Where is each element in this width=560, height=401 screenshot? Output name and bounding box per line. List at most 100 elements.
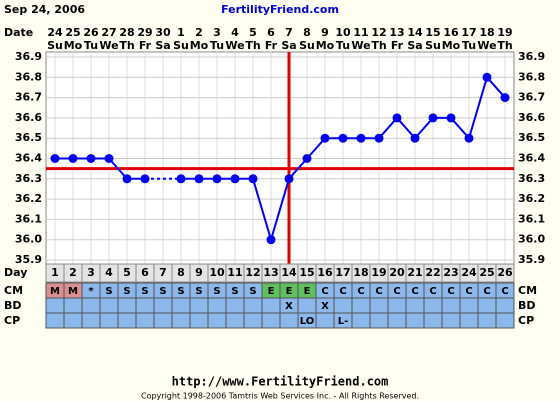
row-cell	[45, 312, 65, 329]
date-label: 1	[177, 26, 185, 39]
row-cell-text: LO	[300, 316, 315, 327]
date-label: 6	[267, 26, 275, 39]
row-cell-text: E	[268, 286, 275, 297]
temperature-point	[230, 174, 240, 184]
temperature-point	[50, 154, 60, 163]
chart-date: Sep 24, 2006	[4, 3, 85, 16]
temperature-point	[392, 113, 402, 123]
row-cell-text: C	[375, 286, 382, 297]
day-number: 21	[407, 266, 422, 279]
row-cell-text: *	[88, 286, 94, 297]
temperature-point	[86, 154, 96, 163]
row-cell	[117, 297, 137, 314]
temperature-point	[320, 133, 330, 143]
weekday-label: Tu	[462, 39, 476, 52]
weekday-label: Mo	[316, 39, 335, 52]
day-number: 4	[105, 266, 113, 279]
row-cell	[441, 297, 461, 314]
row-cell	[261, 297, 281, 314]
weekday-label: Sa	[407, 39, 422, 52]
temperature-point	[482, 72, 492, 82]
row-cell	[225, 312, 245, 329]
y-tick-label-right: 35.9	[518, 253, 545, 266]
row-cell	[261, 312, 281, 329]
row-cell-text: C	[393, 286, 400, 297]
y-tick-label: 36.4	[15, 152, 42, 165]
row-cell	[243, 297, 263, 314]
row-cell	[279, 312, 299, 329]
day-number: 25	[479, 266, 494, 279]
row-cell	[423, 312, 443, 329]
day-number: 9	[195, 266, 203, 279]
weekday-label: Su	[173, 39, 189, 52]
weekday-label: We	[351, 39, 370, 52]
date-label: 30	[155, 26, 171, 39]
temperature-point	[338, 133, 348, 143]
temperature-point	[428, 113, 438, 123]
day-row-label: Day	[4, 266, 27, 279]
temperature-point	[302, 154, 312, 163]
temperature-point	[266, 235, 276, 245]
date-label: 9	[321, 26, 329, 39]
row-cell	[369, 297, 389, 314]
row-cell	[423, 297, 443, 314]
day-number: 6	[141, 266, 149, 279]
row-cell	[45, 297, 65, 314]
row-cell-text: C	[465, 286, 472, 297]
y-tick-label-right: 36.1	[518, 212, 545, 225]
day-number: 1	[51, 266, 59, 279]
row-cell	[135, 297, 155, 314]
y-tick-label-right: 36.8	[518, 70, 545, 83]
date-label: 15	[425, 26, 440, 39]
row-label-right: CM	[518, 284, 537, 297]
day-number: 7	[159, 266, 167, 279]
day-number: 15	[299, 266, 314, 279]
row-cell	[99, 312, 119, 329]
row-cell	[495, 312, 515, 329]
site-title[interactable]: FertilityFriend.com	[221, 3, 339, 16]
row-cell	[225, 297, 245, 314]
temperature-point	[212, 174, 222, 184]
y-tick-label: 36.7	[15, 91, 42, 104]
weekday-label: Th	[497, 39, 512, 52]
weekday-label: Tu	[210, 39, 224, 52]
weekday-label: Mo	[442, 39, 461, 52]
day-number: 22	[425, 266, 440, 279]
temperature-point	[68, 154, 78, 163]
y-tick-label: 36.9	[15, 50, 42, 63]
temperature-point	[248, 174, 258, 184]
row-cell-text: S	[231, 286, 238, 297]
temperature-point	[410, 133, 420, 143]
date-label: 2	[195, 26, 203, 39]
weekday-label: Su	[299, 39, 315, 52]
weekday-label: Th	[245, 39, 260, 52]
day-number: 10	[209, 266, 225, 279]
day-number: 13	[263, 266, 278, 279]
day-number: 17	[335, 266, 350, 279]
temperature-point	[104, 154, 114, 163]
row-cell	[171, 297, 191, 314]
row-cell	[207, 297, 227, 314]
date-label: 16	[443, 26, 459, 39]
row-cell	[387, 312, 407, 329]
footer-url[interactable]: http://www.FertilityFriend.com	[172, 375, 389, 389]
row-label: CM	[4, 284, 23, 297]
row-cell	[171, 312, 191, 329]
day-number: 19	[371, 266, 386, 279]
row-cell-text: C	[339, 286, 346, 297]
y-tick-label: 35.9	[15, 253, 42, 266]
row-cell	[441, 312, 461, 329]
row-cell-text: X	[285, 301, 293, 312]
date-label: 3	[213, 26, 221, 39]
weekday-label: Fr	[139, 39, 152, 52]
date-label: 5	[249, 26, 257, 39]
row-cell	[351, 312, 371, 329]
day-number: 12	[245, 266, 260, 279]
row-cell	[297, 297, 317, 314]
y-tick-label: 36.3	[15, 172, 42, 185]
row-cell-text: E	[286, 286, 293, 297]
row-cell-text: X	[321, 301, 329, 312]
row-cell	[315, 312, 335, 329]
row-cell-text: E	[304, 286, 311, 297]
